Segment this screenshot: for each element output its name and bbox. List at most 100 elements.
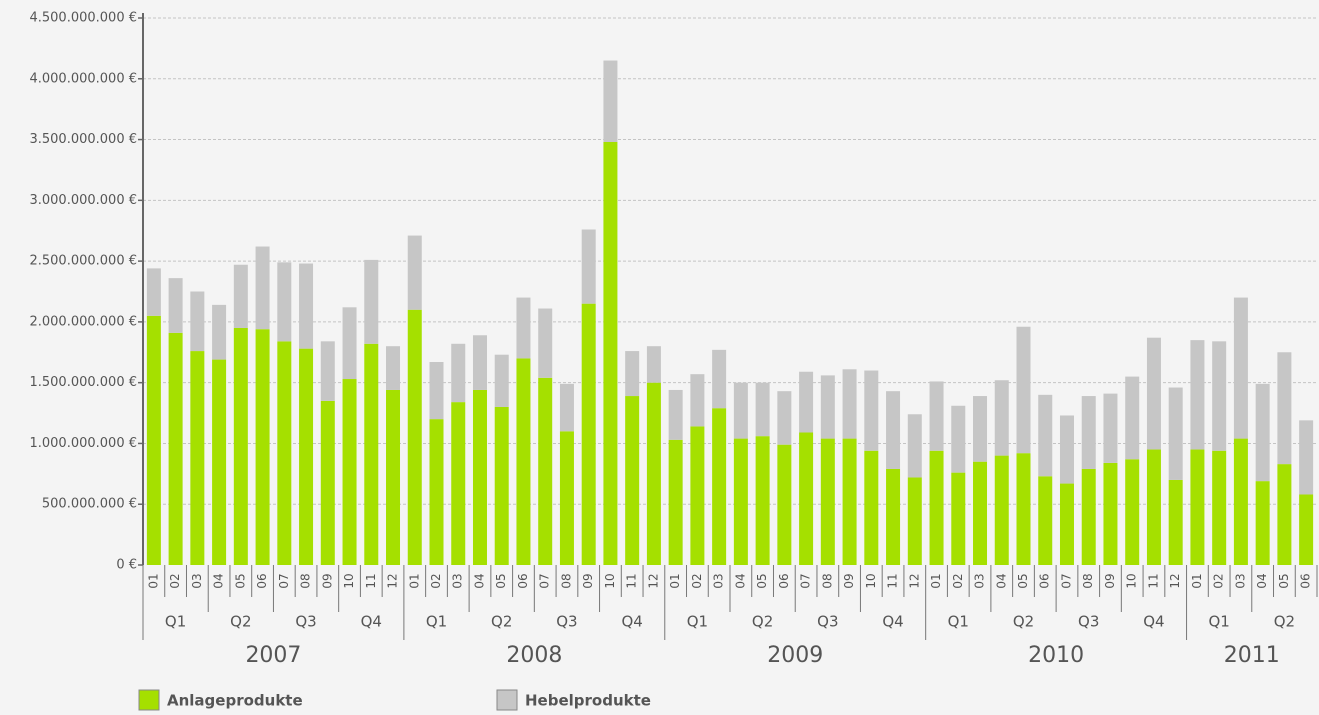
bar-segment (1212, 341, 1227, 451)
bar-segment (777, 391, 792, 445)
bar-segment (973, 396, 988, 462)
y-tick-label: 500.000.000 € (42, 497, 137, 512)
x-tick-label: 10 (1125, 573, 1139, 588)
bar-segment (1059, 483, 1074, 565)
bar-segment (581, 303, 596, 565)
bar-segment (951, 405, 966, 473)
x-tick-label: 04 (472, 573, 486, 588)
quarter-label: Q3 (1078, 613, 1099, 631)
bar-segment (255, 329, 270, 565)
y-tick-label: 2.500.000.000 € (29, 254, 137, 269)
quarter-label: Q1 (687, 613, 708, 631)
bar-segment (1038, 476, 1053, 565)
x-tick-label: 02 (951, 573, 965, 588)
x-tick-label: 06 (777, 573, 791, 588)
quarter-label: Q4 (621, 613, 642, 631)
bar-segment (1299, 494, 1314, 565)
x-tick-label: 02 (429, 573, 443, 588)
bar-segment (994, 380, 1009, 456)
bar-segment (342, 379, 357, 565)
x-tick-label: 12 (1168, 573, 1182, 588)
x-tick-label: 11 (1146, 573, 1160, 588)
x-tick-label: 11 (364, 573, 378, 588)
x-tick-label: 05 (494, 573, 508, 588)
x-tick-label: 01 (1190, 573, 1204, 588)
bar-segment (799, 432, 814, 565)
x-tick-label: 04 (1255, 573, 1269, 588)
bar-segment (386, 389, 401, 565)
bar-segment (1081, 396, 1096, 469)
bar-segment (342, 307, 357, 380)
bar-segment (320, 341, 335, 401)
bar-segment (625, 396, 640, 565)
year-label: 2010 (1028, 643, 1084, 668)
x-tick-label: 11 (625, 573, 639, 588)
bar-segment (364, 259, 379, 344)
bar-segment (1255, 383, 1270, 482)
bar-segment (386, 346, 401, 390)
bar-segment (320, 400, 335, 565)
bar-segment (1168, 387, 1183, 480)
bar-segment (190, 351, 205, 565)
bar-segment (842, 438, 857, 565)
bar-segment (603, 141, 618, 565)
bar-segment (559, 431, 574, 565)
bar-segment (994, 455, 1009, 565)
quarter-label: Q3 (556, 613, 577, 631)
quarter-label: Q4 (1143, 613, 1164, 631)
bar-segment (538, 377, 553, 565)
bar-segment (451, 402, 466, 565)
quarter-label: Q1 (948, 613, 969, 631)
bar-segment (559, 383, 574, 432)
bar-segment (190, 291, 205, 352)
y-tick-label: 0 € (116, 558, 137, 573)
bar-segment (233, 327, 248, 565)
bar-segment (1212, 450, 1227, 565)
bar-segment (233, 264, 248, 328)
x-tick-label: 08 (299, 573, 313, 588)
bar-segment (755, 382, 770, 437)
bar-segment (581, 229, 596, 304)
bar-segment (1038, 394, 1053, 477)
bar-segment (712, 408, 727, 565)
bar-segment (820, 438, 835, 565)
bar-segment (1125, 376, 1140, 460)
year-label: 2007 (245, 643, 301, 668)
x-tick-label: 08 (559, 573, 573, 588)
legend-swatch (138, 689, 160, 711)
quarter-label: Q1 (165, 613, 186, 631)
bar-segment (864, 450, 879, 565)
bar-segment (255, 246, 270, 330)
x-tick-label: 04 (212, 573, 226, 588)
bar-segment (1233, 438, 1248, 565)
x-tick-label: 03 (973, 573, 987, 588)
bar-segment (864, 370, 879, 451)
y-tick-label: 1.500.000.000 € (29, 375, 137, 390)
bar-segment (668, 389, 683, 440)
bar-segment (690, 426, 705, 565)
bar-segment (907, 414, 922, 478)
x-tick-label: 02 (690, 573, 704, 588)
x-tick-label: 12 (646, 573, 660, 588)
x-tick-label: 10 (342, 573, 356, 588)
bar-segment (755, 436, 770, 565)
bar-segment (212, 304, 227, 360)
bar-segment (820, 375, 835, 439)
bar-segment (799, 371, 814, 433)
bar-segment (1103, 462, 1118, 565)
bar-segment (1016, 453, 1031, 565)
quarter-label: Q2 (1013, 613, 1034, 631)
x-tick-label: 05 (233, 573, 247, 588)
bar-segment (299, 263, 314, 349)
bar-segment (1016, 326, 1031, 454)
bar-segment (886, 468, 901, 565)
x-tick-label: 02 (1212, 573, 1226, 588)
bar-segment (168, 278, 183, 333)
x-tick-label: 03 (451, 573, 465, 588)
bar-segment (472, 389, 487, 565)
quarter-label: Q3 (817, 613, 838, 631)
y-tick-label: 4.500.000.000 € (29, 11, 137, 26)
x-tick-label: 08 (1081, 573, 1095, 588)
bar-segment (907, 477, 922, 565)
bar-segment (472, 335, 487, 390)
